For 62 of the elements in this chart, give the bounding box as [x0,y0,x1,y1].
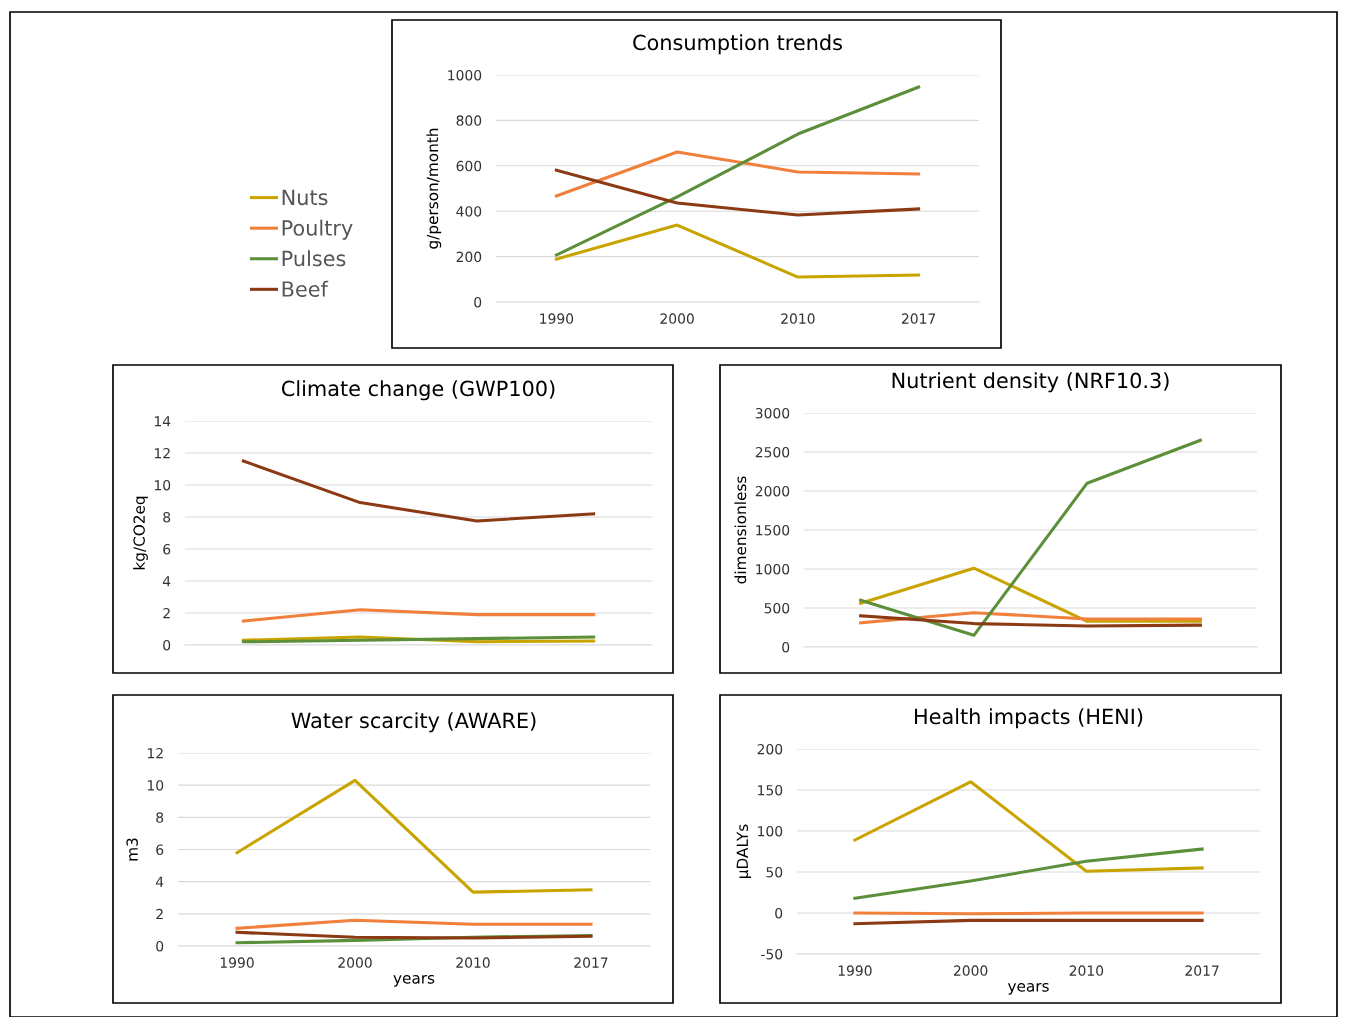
legend-label: Beef [282,280,329,297]
y-tick-label: 0 [474,296,482,308]
y-axis-title: dimensionless [734,476,747,584]
y-tick-label: 800 [456,115,482,126]
y-tick-label: 0 [775,907,783,919]
y-tick-label: 200 [757,743,783,755]
y-tick-label: 500 [764,602,790,614]
x-tick-label: 2010 [456,957,490,968]
chart-title: Water scarcity (AWARE) [291,712,536,733]
chart-title: Consumption trends [633,34,842,55]
y-tick-label: 200 [456,251,482,263]
y-tick-label: 10 [154,479,171,491]
x-tick-label: 2017 [574,957,608,968]
y-tick-label: 150 [758,784,783,796]
y-tick-label: 4 [162,576,171,587]
y-tick-label: 8 [163,511,171,523]
y-tick-label: 6 [163,543,171,555]
chart-title: Climate change (GWP100) [281,380,555,401]
y-tick-label: 4 [155,876,164,887]
y-axis-title: kg/CO2eq [133,496,148,570]
x-tick-label: 2017 [1185,965,1219,976]
chart-title: Health impacts (HENI) [915,708,1143,729]
x-tick-label: 2000 [338,957,372,968]
x-tick-label: 2010 [781,313,815,324]
y-tick-label: 0 [163,639,171,651]
y-axis-title: g/person/month [426,128,442,249]
y-tick-label: 2 [156,908,163,920]
y-tick-label: 1000 [756,563,790,575]
x-tick-label: 2000 [660,313,694,324]
x-tick-label: 2000 [953,965,988,976]
chart-title: Nutrient density (NRF10.3) [892,372,1169,393]
y-tick-label: 2500 [755,446,790,458]
x-tick-label: 2017 [901,313,936,324]
y-tick-label: 14 [154,416,171,427]
y-tick-label: 12 [147,747,163,759]
x-tick-label: 1990 [540,313,574,324]
y-tick-label: 12 [154,447,170,459]
y-tick-label: 0 [782,641,790,653]
y-tick-label: 2 [163,607,170,619]
y-tick-label: 10 [147,780,164,791]
y-tick-label: 100 [758,825,783,837]
y-tick-label: 3000 [755,407,790,419]
x-axis-title: years [1007,982,1049,995]
legend-label: Pulses [282,250,346,267]
legend-label: Nuts [282,189,328,206]
x-tick-label: 1990 [838,965,872,976]
y-tick-label: 400 [456,206,482,217]
y-tick-label: 6 [156,844,164,855]
y-tick-label: 1000 [448,69,482,81]
y-axis-title: m3 [126,838,138,861]
x-axis-title: years [393,975,435,987]
y-tick-label: -50 [761,948,783,960]
y-axis-title: µDALYs [736,824,752,878]
x-tick-label: 1990 [220,957,254,968]
y-tick-label: 0 [156,940,164,952]
y-tick-label: 2000 [755,485,790,497]
y-tick-label: 50 [766,866,783,878]
x-tick-label: 2010 [1069,965,1104,976]
y-tick-label: 600 [456,160,482,172]
y-tick-label: 1500 [756,524,790,536]
legend-label: Poultry [282,219,353,240]
y-tick-label: 8 [156,812,164,823]
